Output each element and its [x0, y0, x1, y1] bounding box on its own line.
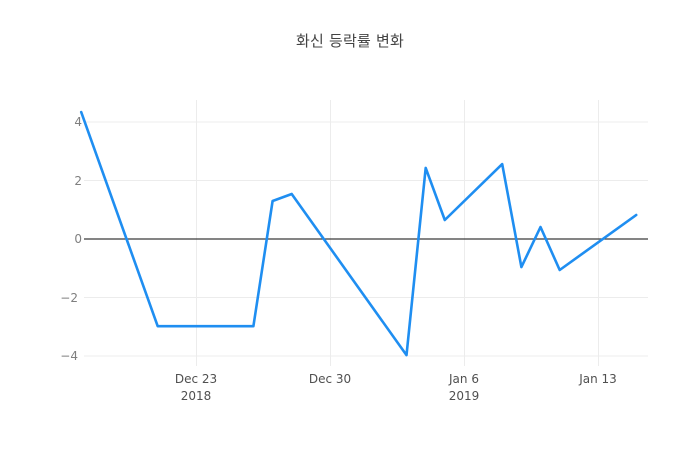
ytick-label-4: 4: [74, 115, 82, 129]
xtick-label-dec23: Dec 23 2018: [136, 371, 256, 405]
ytick-label-neg2: −2: [60, 290, 78, 305]
ytick-label-0: 0: [74, 232, 82, 246]
xtick-sub-dec23: 2018: [180, 389, 212, 403]
x-gridlines: [196, 100, 599, 366]
ytick-label-neg4: −4: [60, 349, 78, 363]
xtick-primary-jan6: Jan 6: [449, 372, 479, 386]
chart-title: 화신 등락률 변화: [296, 32, 404, 50]
xtick-primary-dec23: Dec 23: [174, 372, 218, 386]
ytick-label-2: 2: [74, 173, 82, 188]
series-line-equity-change: [79, 110, 638, 357]
xtick-label-dec30: Dec 30: [270, 371, 390, 388]
xtick-sub-jan6: 2019: [448, 389, 480, 403]
xtick-primary-jan13: Jan 13: [579, 372, 617, 386]
xtick-primary-dec30: Dec 30: [308, 372, 352, 386]
xtick-label-jan13: Jan 13: [538, 371, 658, 388]
xtick-label-jan6: Jan 6 2019: [404, 371, 524, 405]
